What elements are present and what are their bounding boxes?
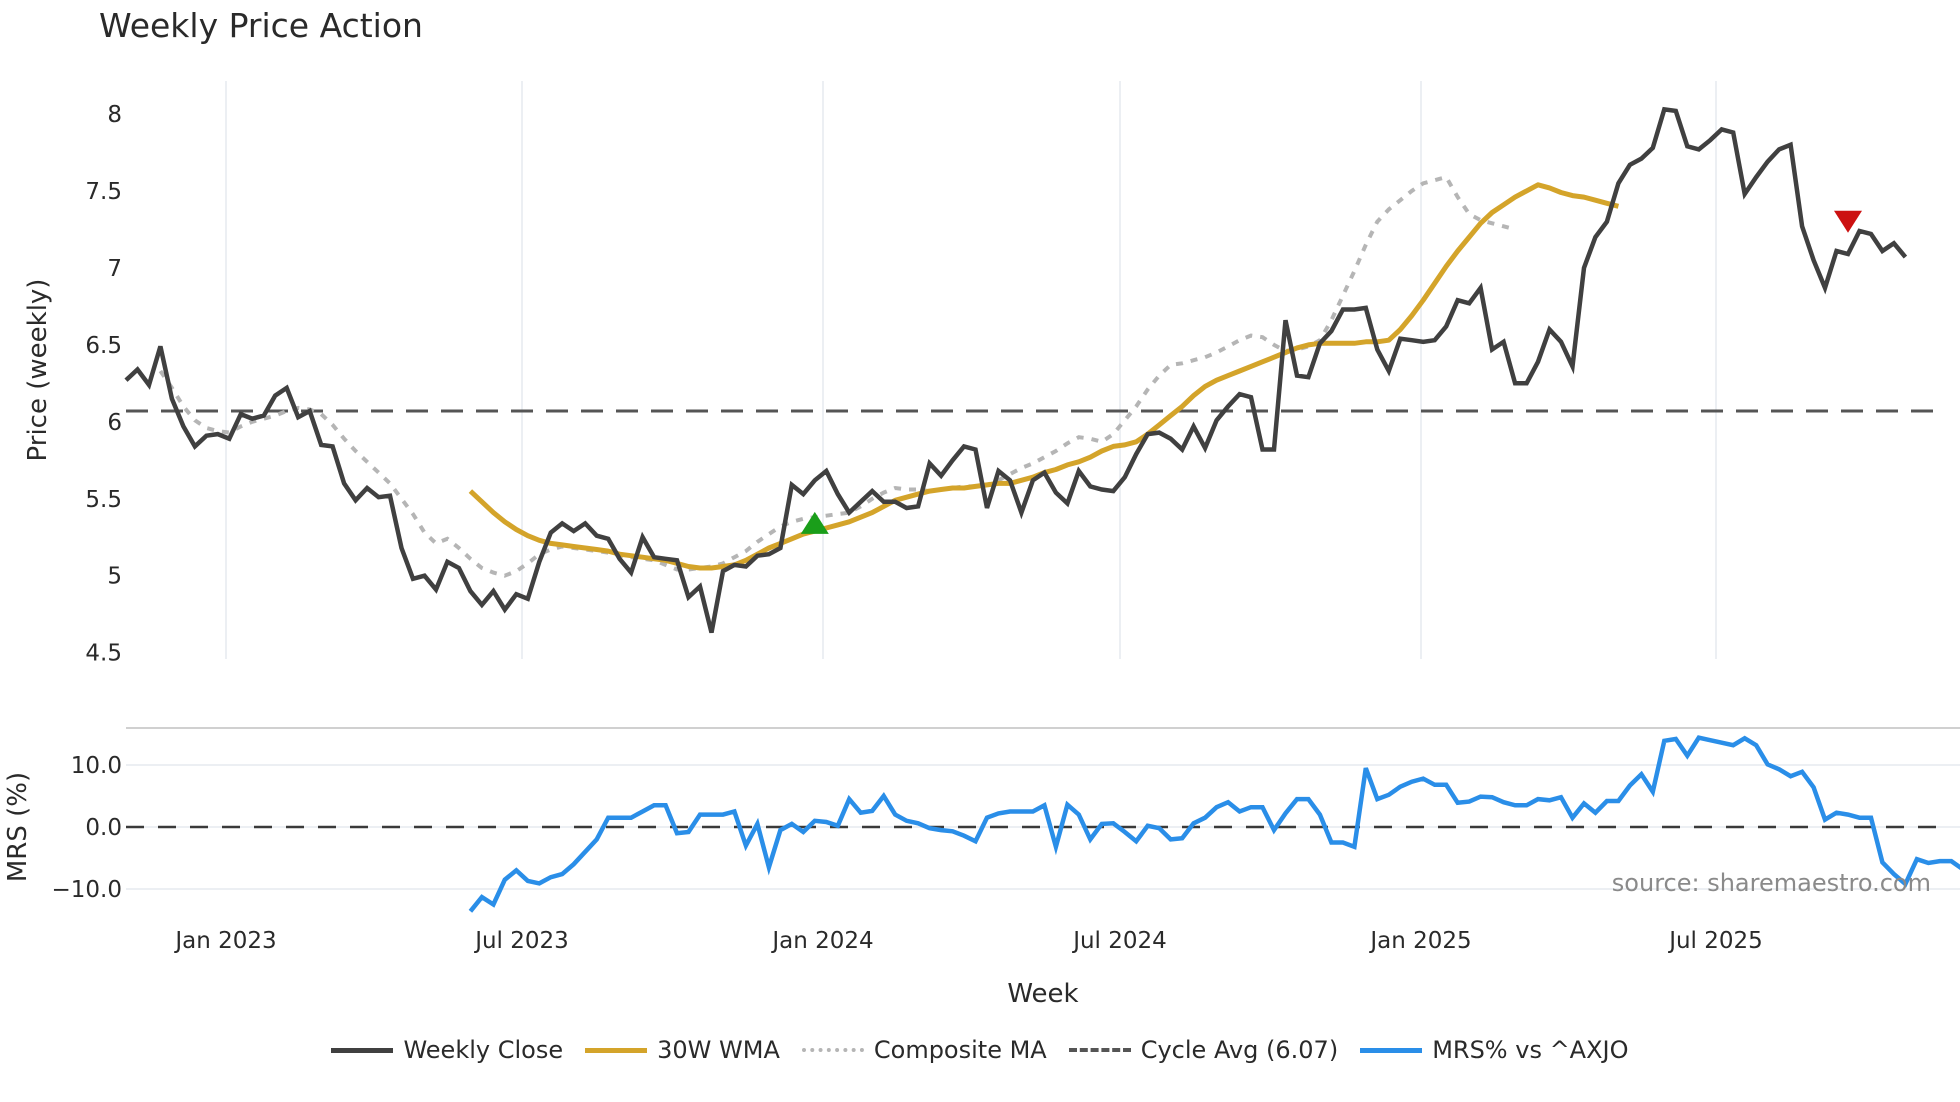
x-tick-label: Jan 2025 (1368, 928, 1471, 954)
mrs-y-tick-label: −10.0 (52, 877, 122, 903)
legend-item[interactable]: MRS% vs ^AXJO (1360, 1036, 1629, 1064)
composite-ma-line (158, 174, 1516, 578)
legend-swatch-icon (1360, 1047, 1423, 1053)
weekly-close-line (124, 106, 1908, 634)
legend-label: 30W WMA (657, 1036, 780, 1064)
mrs-y-tick-label: 0.0 (85, 815, 122, 841)
price-y-tick-label: 5.5 (85, 487, 122, 513)
legend-item[interactable]: Weekly Close (331, 1036, 563, 1064)
price-y-tick-label: 4.5 (85, 641, 122, 667)
x-axis-label: Week (1007, 979, 1078, 1009)
mrs-gridlines (126, 764, 1960, 890)
mrs-y-axis-label: MRS (%) (3, 772, 33, 882)
price-y-tick-label: 8 (107, 102, 122, 128)
x-axis-ticks: Jan 2023 Jul 2023 Jan 2024 Jul 2024 Jan 2025… (173, 928, 1762, 954)
buy-signal-triangle-up-icon (800, 511, 829, 534)
price-y-tick-label: 7 (107, 256, 122, 282)
price-y-tick-label: 6.5 (85, 333, 122, 359)
chart-title: Weekly Price Action (99, 6, 423, 45)
sell-signal-triangle-down-icon (1834, 210, 1862, 233)
legend-swatch-icon (1068, 1048, 1131, 1052)
legend-label: Weekly Close (403, 1036, 564, 1064)
legend-label: Composite MA (873, 1036, 1047, 1064)
x-tick-label: Jul 2025 (1667, 928, 1763, 954)
legend-label: Cycle Avg (6.07) (1140, 1036, 1339, 1064)
legend-item[interactable]: Cycle Avg (6.07) (1068, 1036, 1339, 1064)
legend-swatch-icon (585, 1047, 648, 1053)
x-tick-label: Jul 2023 (473, 928, 569, 954)
source-watermark: source: sharemaestro.com (1612, 869, 1931, 897)
mrs-y-axis-ticks: 10.0 0.0 −10.0 (52, 753, 122, 903)
price-y-tick-label: 7.5 (85, 179, 122, 205)
legend: Weekly Close 30W WMA Composite MA Cycle Avg… (0, 1036, 1960, 1064)
x-tick-label: Jul 2024 (1071, 928, 1167, 954)
legend-swatch-icon (331, 1047, 394, 1053)
price-y-axis-label: Price (weekly) (23, 279, 53, 462)
legend-label: MRS% vs ^AXJO (1432, 1036, 1629, 1064)
legend-swatch-icon (801, 1048, 864, 1052)
x-tick-label: Jan 2023 (173, 928, 276, 954)
x-tick-label: Jan 2024 (770, 928, 873, 954)
legend-item[interactable]: 30W WMA (585, 1036, 780, 1064)
mrs-line (468, 735, 1960, 913)
price-y-tick-label: 5 (107, 564, 122, 590)
wma-30w-line (468, 182, 1620, 571)
mrs-y-tick-label: 10.0 (71, 753, 122, 779)
price-y-tick-label: 6 (107, 410, 122, 436)
price-y-axis-ticks: 8 7.5 7 6.5 6 5.5 5 4.5 (85, 102, 122, 667)
vertical-gridlines (225, 81, 1717, 659)
legend-item[interactable]: Composite MA (801, 1036, 1047, 1064)
